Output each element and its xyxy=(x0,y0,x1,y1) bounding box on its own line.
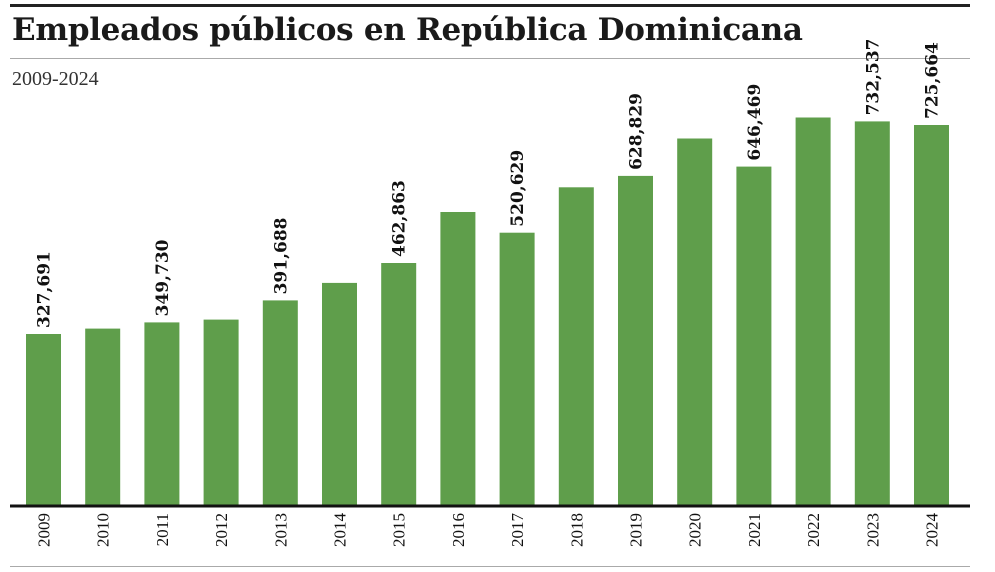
bar-2016 xyxy=(440,212,476,506)
data-labels-group: 327,691 349,730 391,688 462,863 520,629 628,8… xyxy=(35,39,943,328)
x-tick-2011: 2011 xyxy=(153,513,172,546)
bar-2010 xyxy=(85,328,121,506)
bar-2019 xyxy=(618,175,653,506)
x-tick-2022: 2022 xyxy=(804,513,823,547)
bar-2009 xyxy=(26,334,61,506)
x-tick-2023: 2023 xyxy=(863,513,882,547)
chart-title: Empleados públicos en República Dominica… xyxy=(12,12,803,48)
x-tick-2024: 2024 xyxy=(923,513,942,548)
x-tick-labels-group: 2009 2010 2011 2012 2013 2014 2015 2016 2017 2018… xyxy=(35,513,942,548)
bar-2017 xyxy=(499,232,535,506)
x-tick-2015: 2015 xyxy=(390,513,409,547)
title-divider xyxy=(10,58,970,59)
x-tick-2013: 2013 xyxy=(271,513,290,547)
bar-2024 xyxy=(914,125,949,506)
top-rule xyxy=(10,4,970,7)
bar-2020 xyxy=(677,138,713,506)
bar-2023 xyxy=(854,121,890,507)
bars-group xyxy=(26,117,949,507)
data-label-2024: 725,664 xyxy=(923,42,943,119)
data-label-2013: 391,688 xyxy=(271,218,291,295)
data-label-2023: 732,537 xyxy=(863,39,883,116)
x-tick-2017: 2017 xyxy=(508,513,527,548)
x-tick-2019: 2019 xyxy=(627,513,646,547)
bottom-rule xyxy=(10,566,970,567)
data-label-2017: 520,629 xyxy=(508,150,528,227)
bar-2011 xyxy=(144,322,180,506)
bar-2014 xyxy=(322,282,357,506)
x-tick-2021: 2021 xyxy=(745,513,764,547)
bar-2018 xyxy=(558,187,594,507)
data-label-2011: 349,730 xyxy=(153,239,173,316)
x-tick-2012: 2012 xyxy=(212,513,231,547)
bar-2021 xyxy=(736,166,772,506)
x-tick-2020: 2020 xyxy=(686,513,705,547)
x-tick-2014: 2014 xyxy=(331,513,350,548)
data-label-2019: 628,829 xyxy=(627,93,647,170)
bar-2012 xyxy=(203,319,239,506)
data-label-2021: 646,469 xyxy=(745,84,765,161)
bar-2013 xyxy=(262,300,298,506)
x-tick-2009: 2009 xyxy=(35,513,54,547)
x-tick-2016: 2016 xyxy=(449,513,468,547)
data-label-2009: 327,691 xyxy=(35,251,55,328)
bar-2015 xyxy=(381,263,417,506)
chart-subtitle: 2009-2024 xyxy=(12,68,99,90)
bar-2022 xyxy=(795,117,831,506)
data-label-2015: 462,863 xyxy=(390,180,410,257)
x-tick-2018: 2018 xyxy=(567,513,586,547)
x-tick-2010: 2010 xyxy=(94,513,113,547)
